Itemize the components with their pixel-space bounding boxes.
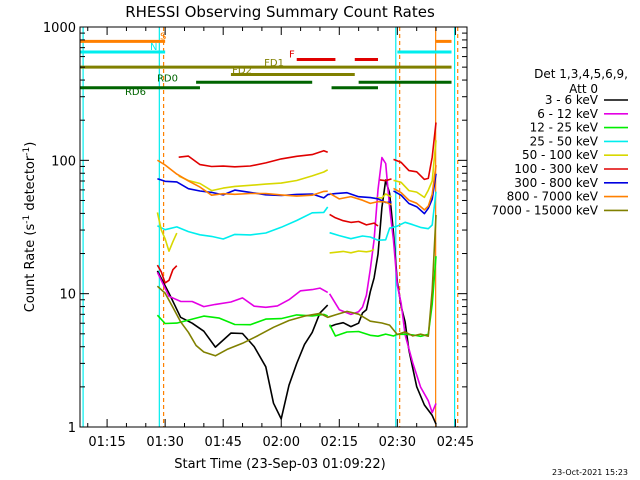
x-tick-label: 02:00	[263, 435, 300, 450]
series-line-4	[329, 248, 375, 254]
x-tick-label: 01:15	[88, 435, 125, 450]
series-line-0	[329, 179, 437, 425]
state-label-f: F	[289, 50, 295, 61]
footer-date: 23-Oct-2021 15:23	[552, 468, 628, 477]
series-line-3	[157, 206, 329, 240]
series-line-7	[156, 159, 328, 197]
legend-entry-label: 7000 - 15000 keV	[491, 203, 598, 217]
state-flags: SN F FD1 FD2 RD0 RD6	[80, 31, 452, 98]
series-line-4	[156, 212, 178, 252]
axis-ticks: 01:15 01:30 01:45 02:00 02:15 02:30 02:45 1 10 10…	[43, 21, 474, 450]
legend-entry-label: 3 - 6 keV	[545, 93, 599, 107]
x-tick-label: 02:30	[379, 435, 416, 450]
series-line-1	[328, 156, 437, 414]
x-axis-label: Start Time (23-Sep-03 01:09:22)	[174, 457, 385, 472]
x-tick-label: 02:15	[321, 435, 358, 450]
series-line-4	[376, 193, 392, 199]
series-line-5	[178, 149, 329, 168]
state-label-fd2: FD2	[232, 66, 252, 77]
series-line-7	[329, 192, 392, 206]
x-tick-label: 01:30	[146, 435, 183, 450]
legend-entry-label: 25 - 50 keV	[530, 134, 599, 148]
legend-entry-label: 6 - 12 keV	[537, 107, 599, 121]
state-label-rd6: RD6	[125, 87, 146, 98]
series-line-3	[329, 191, 437, 241]
legend-header-line1: Det 1,3,4,5,6,9,	[534, 67, 628, 81]
series-line-6	[393, 173, 437, 215]
legend-entry-label: 300 - 800 keV	[514, 176, 598, 190]
x-tick-label: 02:45	[437, 435, 474, 450]
legend-entry-label: 12 - 25 keV	[530, 121, 599, 135]
state-label-rd0: RD0	[157, 73, 178, 84]
y-tick-label: 1000	[43, 21, 76, 36]
x-tick-label: 01:45	[204, 435, 241, 450]
series-line-8	[156, 214, 437, 357]
y-tick-label: 10	[59, 288, 76, 303]
series-line-5	[329, 213, 379, 227]
legend-entry-label: 800 - 7000 keV	[507, 190, 599, 204]
series-line-4	[393, 140, 437, 199]
plot-frame	[79, 26, 468, 428]
series-line-0	[156, 270, 329, 420]
y-tick-label: 100	[51, 154, 76, 169]
chart-title: RHESSI Observing Summary Count Rates	[125, 3, 435, 21]
series-line-4	[178, 169, 329, 192]
series-lines	[156, 122, 437, 425]
y-axis-label: Count Rate (s-1 detector-1)	[22, 142, 38, 313]
state-label-s: S	[160, 31, 166, 42]
state-label-fd1: FD1	[264, 58, 284, 69]
series-line-5	[156, 264, 178, 284]
legend-entry-label: 100 - 300 keV	[514, 162, 598, 176]
series-line-5	[393, 122, 437, 181]
series-line-1	[156, 271, 329, 309]
series-line-5	[379, 178, 392, 182]
legend-entry-label: 50 - 100 keV	[522, 148, 599, 162]
series-line-7	[393, 165, 437, 211]
legend-header-line2: Att 0	[569, 82, 598, 96]
y-tick-label: 1	[68, 421, 76, 436]
state-label-n: N	[150, 42, 157, 53]
